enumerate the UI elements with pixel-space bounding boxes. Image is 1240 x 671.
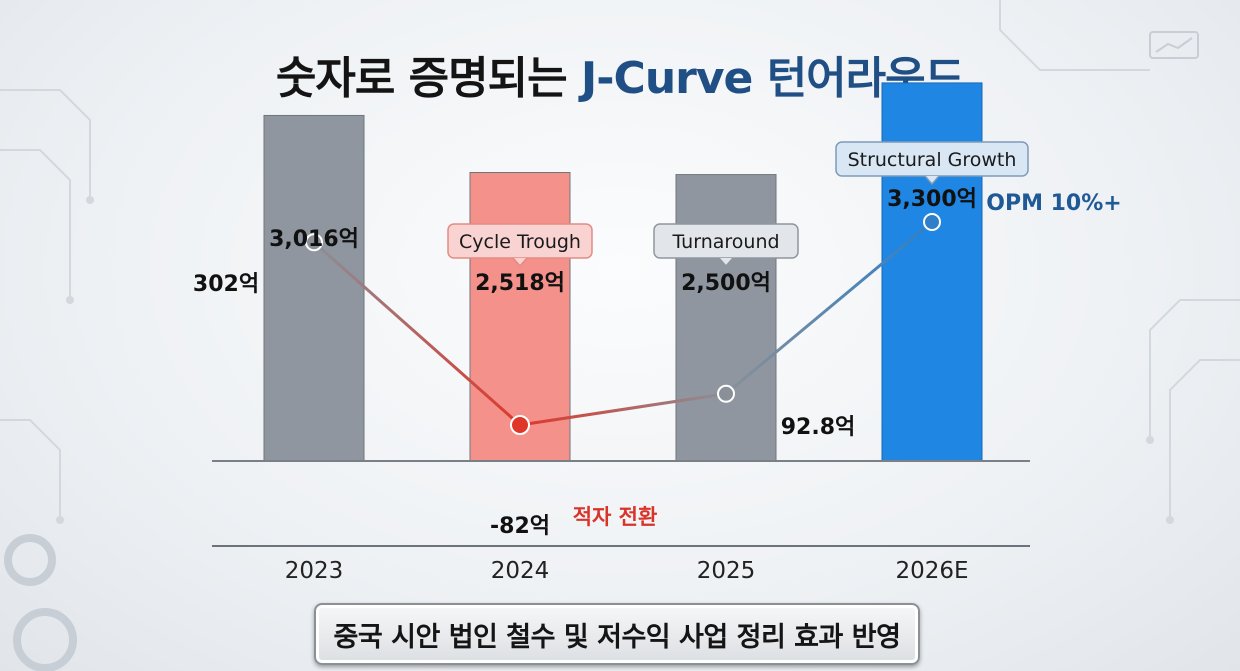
callout-2024: Cycle Trough [459, 231, 581, 253]
bar-label-2026E: 3,300억 [887, 187, 977, 212]
bar-2026E [881, 82, 983, 462]
line-point-2023 [305, 233, 323, 252]
bar-2025 [675, 174, 777, 462]
x-tick-label-2026E: 2026E [895, 558, 968, 584]
line-segment-0 [313, 241, 521, 427]
title-main: 숫자로 증명되는 [275, 53, 568, 104]
footer-note: 중국 시안 법인 철수 및 저수익 사업 정리 효과 반영 [314, 603, 920, 665]
bar-label-2024: 2,518억 [475, 271, 565, 296]
line-label-2023: 302억 [193, 272, 259, 297]
line-point-2026E [923, 213, 941, 231]
bar-label-2025: 2,500억 [681, 271, 771, 296]
gear-icon [4, 534, 77, 671]
chart-icon [1149, 31, 1199, 59]
line-label-2025: 92.8억 [781, 415, 856, 440]
callout-2025: Turnaround [671, 231, 779, 253]
callout-pointer-2026E [924, 175, 940, 186]
line-segment-1 [519, 392, 727, 427]
line-point-2025 [717, 384, 735, 403]
chart-title: 숫자로 증명되는 J-Curve 턴어라운드 [0, 42, 1240, 106]
x-tick-label-2023: 2023 [285, 558, 344, 584]
callout-pointer-2025 [718, 257, 734, 268]
line-label-2024: -82억 [490, 514, 550, 539]
callout-pointer-2024 [512, 257, 528, 268]
line-segment-2 [725, 220, 933, 395]
bar-label-2023: 3,016억 [269, 227, 359, 252]
x-tick-label-2025: 2025 [697, 558, 756, 584]
opm-annotation: OPM 10%+ [986, 191, 1121, 216]
callout-2026E: Structural Growth [848, 149, 1017, 171]
trough-annotation: 적자 전환 [573, 505, 658, 529]
line-point-2024 [510, 415, 530, 435]
footer-text: 중국 시안 법인 철수 및 저수익 사업 정리 효과 반영 [333, 621, 901, 653]
bar-2023 [263, 114, 365, 462]
x-tick-label-2024: 2024 [491, 558, 550, 584]
bar-2024 [469, 172, 571, 462]
